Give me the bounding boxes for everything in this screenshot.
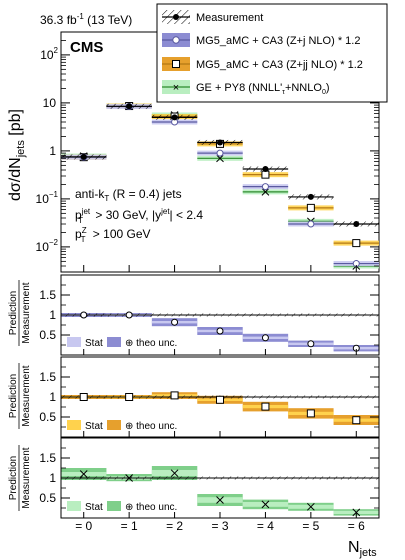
ratio-y-axis-label-2: Prediction Measurement: [8, 363, 32, 429]
ratio-marker: [79, 393, 88, 401]
ratio-panel-mg5-zj: 1.5 1 0.5: [39, 274, 380, 356]
ratio-marker: [170, 391, 179, 400]
legend-label-mg5-zjj: MG5_aMC + CA3 (Z+jj NLO) * 1.2: [196, 59, 363, 71]
ratio-y-tick-label: 1: [49, 390, 56, 404]
experiment-label: CMS: [70, 39, 103, 56]
ratio-marker: [171, 318, 179, 326]
svg-text:Measurement: Measurement: [21, 365, 32, 426]
svg-text:⊕ theo unc.: ⊕ theo unc.: [125, 502, 177, 513]
ratio-marker: [79, 470, 88, 478]
legend-entry-mg5-zjj: MG5_aMC + CA3 (Z+jj NLO) * 1.2: [162, 57, 363, 71]
z-cut-label: pZ T > 100 GeV: [75, 226, 151, 244]
mg5-zj-marker: [307, 220, 315, 228]
ratio-panel-mg5-zjj: 1.5 1 0.5: [39, 356, 380, 438]
legend-entry-measurement: Measurement: [162, 10, 263, 24]
lumi-label: 36.3 fb-1 (13 TeV): [40, 12, 132, 27]
x-axis-label: Njets: [348, 539, 377, 559]
ratio-marker: [80, 311, 88, 319]
ratio-y-tick-label: 1: [49, 308, 56, 322]
ratio-legend-3: Stat ⊕ theo unc.: [67, 501, 177, 513]
legend-label-measurement: Measurement: [196, 12, 263, 24]
main-y-tick-label: 10: [43, 96, 57, 110]
ratio-marker: [216, 395, 224, 404]
ratio-legend-1: Stat ⊕ theo unc.: [67, 337, 177, 349]
ratio-y-tick-label: 1.5: [39, 370, 56, 384]
mg5-zj-marker: [216, 149, 224, 157]
svg-text:Stat: Stat: [85, 421, 103, 432]
measurement-point: [307, 193, 314, 200]
x-tick-label: = 1: [121, 519, 138, 533]
ratio-marker: [352, 416, 361, 425]
ratio-marker: [261, 500, 270, 509]
cross-marker-icon: ×: [173, 82, 179, 94]
ratio-y-axis-label-1: Prediction Measurement: [8, 280, 32, 346]
legend-label-mg5-zj: MG5_aMC + CA3 (Z+j NLO) * 1.2: [196, 35, 360, 47]
svg-text:Measurement: Measurement: [21, 447, 32, 508]
main-y-tick-label: 10−1: [36, 190, 59, 206]
jet-cut-label: pjet T > 30 GeV, |yjet| < 2.4: [75, 207, 203, 225]
measurement-point: [353, 221, 360, 227]
measurement-point: [217, 139, 223, 146]
ratio-y-tick-label: 1.5: [39, 451, 56, 465]
x-tick-label: = 6: [348, 519, 365, 533]
measurement-point: [80, 153, 87, 160]
main-y-tick-label: 1: [49, 144, 56, 158]
mg5-zjj-marker: [352, 239, 361, 248]
ratio-marker: [125, 311, 133, 319]
main-y-axis-label: dσ/dNjets [pb]: [7, 109, 27, 201]
ratio-marker: [307, 340, 315, 348]
ratio-y-axis-label-3: Prediction Measurement: [8, 445, 32, 511]
ratio-marker: [261, 334, 269, 342]
svg-text:Measurement: Measurement: [21, 282, 32, 343]
ratio-y-tick-label: 1.5: [39, 288, 56, 302]
ratio-marker: [125, 393, 134, 401]
measurement-point: [126, 103, 133, 110]
ratio-marker: [307, 502, 315, 511]
legend-entry-ge-py8: × GE + PY8 (NNLL'τ+NNLO0): [162, 80, 330, 96]
ratio-marker: [216, 496, 224, 504]
main-y-tick-label: 102: [40, 46, 58, 62]
ratio-marker: [306, 409, 315, 418]
mg5-zjj-marker: [306, 203, 315, 212]
legend: Measurement MG5_aMC + CA3 (Z+j NLO) * 1.…: [156, 3, 388, 103]
svg-text:Prediction: Prediction: [8, 374, 19, 418]
ratio-y-tick-label: 0.5: [39, 491, 56, 505]
ratio-marker: [216, 327, 224, 335]
svg-text:Stat: Stat: [85, 338, 103, 349]
x-tick-labels: = 0 = 1 = 2 = 3 = 4 = 5 = 6: [75, 519, 365, 533]
mg5-zj-marker: [261, 183, 269, 191]
jet-algorithm-label: anti-kT (R = 0.4) jets: [75, 187, 182, 203]
mg5-zjj-marker: [261, 170, 270, 179]
x-tick-label: = 3: [211, 519, 228, 533]
ratio-legend-2: Stat ⊕ theo unc.: [67, 420, 177, 432]
measurement-point: [171, 114, 178, 121]
svg-text:Prediction: Prediction: [8, 456, 19, 500]
ratio-marker: [261, 402, 270, 411]
legend-label-ge-py8: GE + PY8 (NNLL'τ+NNLO0): [196, 82, 330, 96]
ratio-marker: [170, 469, 179, 478]
svg-text:⊕ theo unc.: ⊕ theo unc.: [125, 421, 177, 432]
ratio-panel-ge-py8: 1.5 1 0.5: [39, 437, 380, 519]
x-tick-label: = 5: [302, 519, 319, 533]
svg-text:⊕ theo unc.: ⊕ theo unc.: [125, 338, 177, 349]
measurement-point: [262, 165, 269, 172]
ratio-y-tick-label: 1: [49, 471, 56, 485]
svg-text:Stat: Stat: [85, 502, 103, 513]
ratio-marker: [125, 474, 133, 482]
x-tick-label: = 4: [257, 519, 274, 533]
ge-py8-marker: [261, 188, 270, 196]
svg-text:Prediction: Prediction: [8, 291, 19, 335]
x-tick-label: = 0: [75, 519, 92, 533]
ratio-y-tick-label: 0.5: [39, 410, 56, 424]
main-y-tick-label: 10−2: [36, 238, 59, 254]
x-tick-label: = 2: [166, 519, 183, 533]
legend-entry-mg5-zj: MG5_aMC + CA3 (Z+j NLO) * 1.2: [162, 33, 360, 47]
ratio-y-tick-label: 0.5: [39, 328, 56, 342]
ge-py8-marker: [216, 154, 224, 163]
selection-annotation: anti-kT (R = 0.4) jets pjet T > 30 GeV, |…: [75, 187, 203, 244]
